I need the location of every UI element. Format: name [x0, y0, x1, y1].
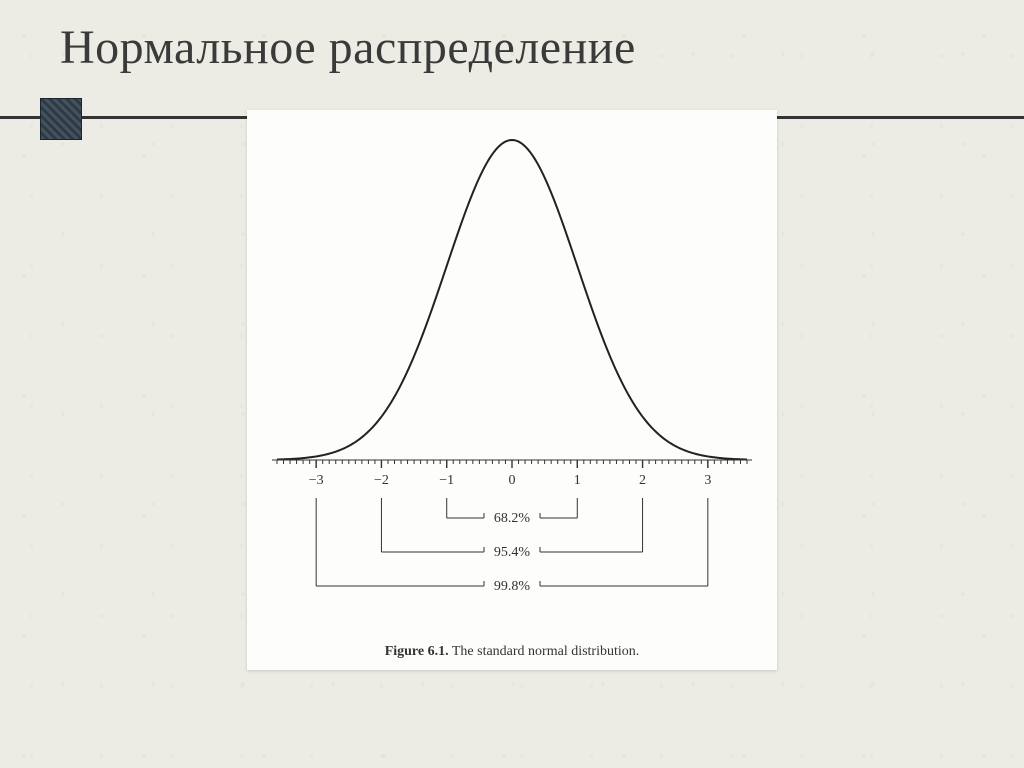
figure-caption-prefix: Figure 6.1. — [385, 644, 449, 659]
x-tick-label: 3 — [704, 473, 711, 488]
figure-caption: Figure 6.1. The standard normal distribu… — [247, 644, 777, 660]
x-tick-label: 0 — [509, 473, 516, 488]
x-tick-label: 1 — [574, 473, 581, 488]
figure-caption-text: The standard normal distribution. — [452, 644, 639, 659]
slide-title: Нормальное распределение — [60, 20, 636, 75]
interval-label: 99.8% — [494, 579, 531, 594]
x-tick-label: −1 — [439, 473, 454, 488]
figure-paper: −3 −2 −1 0 1 2 3 68.2% 95.4% 99.8% Figure 6.1. Th… — [247, 110, 777, 670]
slide-root: Нормальное распределение −3 −2 −1 0 1 2 3 68.2%… — [0, 0, 1024, 768]
interval-label: 68.2% — [494, 511, 531, 526]
x-tick-label: −2 — [374, 473, 389, 488]
divider-accent-square — [40, 98, 82, 140]
interval-label: 95.4% — [494, 545, 531, 560]
x-tick-label: −3 — [309, 473, 324, 488]
normal-distribution-chart: −3 −2 −1 0 1 2 3 68.2% 95.4% 99.8% — [247, 110, 777, 670]
bell-curve — [277, 140, 747, 460]
x-tick-label: 2 — [639, 473, 646, 488]
